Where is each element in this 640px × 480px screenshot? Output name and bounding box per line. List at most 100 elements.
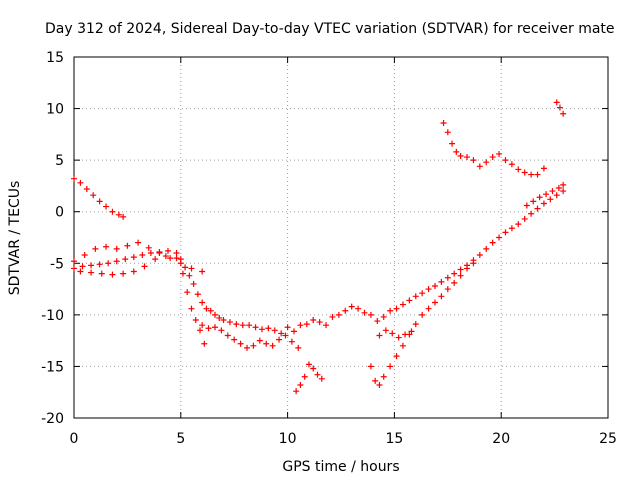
grid xyxy=(74,57,608,418)
data-point xyxy=(284,324,291,331)
data-point xyxy=(199,322,206,329)
data-point xyxy=(103,203,110,210)
data-point xyxy=(502,157,509,164)
data-point xyxy=(226,319,233,326)
data-point xyxy=(122,256,129,263)
data-point xyxy=(464,154,471,161)
data-series xyxy=(293,361,325,395)
data-point xyxy=(130,268,137,275)
data-point xyxy=(444,129,451,136)
data-point xyxy=(188,265,195,272)
data-point xyxy=(96,261,103,268)
data-point xyxy=(444,286,451,293)
data-point xyxy=(553,99,560,106)
data-point xyxy=(508,225,515,232)
data-point xyxy=(412,321,419,328)
data-point xyxy=(470,260,477,267)
data-point xyxy=(425,286,432,293)
data-point xyxy=(162,253,169,260)
data-point xyxy=(419,290,426,297)
y-tick-label: -20 xyxy=(41,411,64,427)
data-point xyxy=(406,297,413,304)
data-point xyxy=(380,373,387,380)
data-point xyxy=(489,239,496,246)
y-tick-label: 10 xyxy=(46,102,64,118)
data-point xyxy=(395,334,402,341)
data-point xyxy=(269,342,276,349)
data-point xyxy=(244,344,251,351)
data-points xyxy=(71,99,567,395)
data-point xyxy=(109,271,116,278)
data-point xyxy=(523,202,530,209)
x-axis-label: GPS time / hours xyxy=(282,459,399,475)
data-point xyxy=(314,371,321,378)
data-point xyxy=(408,328,415,335)
data-point xyxy=(543,191,550,198)
data-point xyxy=(380,313,387,320)
data-point xyxy=(120,270,127,277)
data-point xyxy=(113,245,120,252)
data-point xyxy=(256,337,263,344)
data-point xyxy=(188,305,195,312)
data-point xyxy=(237,340,244,347)
data-point xyxy=(90,192,97,199)
data-point xyxy=(145,244,152,251)
data-point xyxy=(81,252,88,259)
data-series xyxy=(71,175,127,220)
data-point xyxy=(77,179,84,186)
data-point xyxy=(549,188,556,195)
data-point xyxy=(425,305,432,312)
data-point xyxy=(207,307,214,314)
data-point xyxy=(303,321,310,328)
data-point xyxy=(305,361,312,368)
data-point xyxy=(449,140,456,147)
data-point xyxy=(502,229,509,236)
data-point xyxy=(197,327,204,334)
data-point xyxy=(335,311,342,318)
x-tick-label: 0 xyxy=(70,431,79,447)
data-point xyxy=(156,249,163,256)
data-point xyxy=(521,215,528,222)
data-point xyxy=(141,263,148,270)
data-point xyxy=(393,305,400,312)
data-point xyxy=(211,311,218,318)
data-point xyxy=(483,245,490,252)
data-point xyxy=(496,234,503,241)
data-point xyxy=(528,210,535,217)
data-point xyxy=(105,260,112,267)
data-point xyxy=(553,192,560,199)
data-point xyxy=(184,289,191,296)
data-point xyxy=(310,317,317,324)
data-point xyxy=(201,340,208,347)
data-point xyxy=(199,268,206,275)
plot-frame xyxy=(73,56,609,419)
data-point xyxy=(250,342,257,349)
data-point xyxy=(438,278,445,285)
data-series xyxy=(553,99,567,117)
data-point xyxy=(457,266,464,273)
data-point xyxy=(190,280,197,287)
data-point xyxy=(431,282,438,289)
data-point xyxy=(167,255,174,262)
x-tick-label: 20 xyxy=(492,431,510,447)
data-point xyxy=(376,332,383,339)
data-point xyxy=(318,375,325,382)
data-point xyxy=(560,181,567,188)
data-point xyxy=(295,344,302,351)
data-point xyxy=(496,150,503,157)
data-point xyxy=(147,249,154,256)
data-point xyxy=(528,171,535,178)
y-tick-label: 15 xyxy=(46,50,64,66)
data-point xyxy=(508,161,515,168)
data-point xyxy=(451,270,458,277)
y-tick-label: -15 xyxy=(41,359,64,375)
data-point xyxy=(192,317,199,324)
data-point xyxy=(124,242,131,249)
data-point xyxy=(233,321,240,328)
data-point xyxy=(348,303,355,310)
data-point xyxy=(135,239,142,246)
data-point xyxy=(83,186,90,193)
data-point xyxy=(457,153,464,160)
data-point xyxy=(402,331,409,338)
